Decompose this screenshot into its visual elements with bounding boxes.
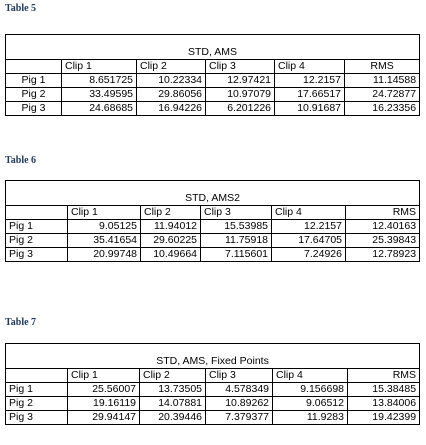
cell: 12.2157 — [271, 219, 346, 234]
row-label: Pig 2 — [5, 87, 62, 102]
cell: 19.16119 — [67, 396, 140, 411]
cell: 9.06512 — [272, 396, 348, 411]
cell: 11.9283 — [272, 410, 348, 425]
cell: 15.53985 — [200, 219, 272, 234]
cell: 25.56007 — [67, 382, 140, 397]
cell: 10.91687 — [274, 101, 345, 116]
table-5-caption: Table 5 — [5, 3, 37, 14]
table-5-title-row: STD, AMS — [4, 46, 421, 60]
cell: 9.05125 — [67, 219, 141, 234]
cell: 17.66517 — [274, 87, 345, 102]
table-row: Pig 2 35.41654 29.60225 11.75918 17.6470… — [5, 233, 421, 248]
cell: 24.68685 — [61, 101, 137, 116]
table-row: Pig 3 24.68685 16.94226 6.201226 10.9168… — [5, 101, 421, 116]
cell: 9.156698 — [272, 382, 348, 397]
column-header: Clip 4 — [271, 205, 346, 220]
table-6-caption: Table 6 — [5, 155, 37, 166]
column-header: Clip 1 — [67, 205, 141, 220]
cell: 10.97079 — [205, 87, 275, 102]
row-label: Pig 1 — [5, 219, 68, 234]
table-7: STD, AMS, Fixed Points Clip 1 Clip 2 Cli… — [4, 343, 421, 425]
column-header: RMS — [344, 205, 421, 220]
cell: 12.78923 — [344, 247, 421, 262]
column-header: Clip 4 — [274, 59, 345, 74]
row-label: Pig 1 — [5, 73, 62, 88]
row-label: Pig 1 — [5, 382, 68, 397]
table-row: Pig 3 20.99748 10.49664 7.115601 7.24926… — [5, 247, 421, 262]
row-label: Pig 3 — [5, 247, 68, 262]
cell: 12.97421 — [205, 73, 275, 88]
cell: 13.84006 — [346, 396, 421, 411]
cell: 11.94012 — [140, 219, 201, 234]
cell: 10.22334 — [136, 73, 206, 88]
cell: 8.651725 — [61, 73, 137, 88]
table-7-header-row: Clip 1 Clip 2 Clip 3 Clip 4 RMS — [5, 368, 421, 383]
table-6-header-row: Clip 1 Clip 2 Clip 3 Clip 4 RMS — [5, 205, 421, 220]
cell: 24.72877 — [343, 87, 421, 102]
table-5-title: STD, AMS — [4, 46, 421, 60]
table-7-title: STD, AMS, Fixed Points — [4, 355, 421, 369]
table-5-blank-row — [4, 34, 421, 46]
cell: 16.94226 — [136, 101, 206, 116]
column-header: Clip 1 — [67, 368, 140, 383]
table-row: Pig 1 9.05125 11.94012 15.53985 12.2157 … — [5, 219, 421, 234]
column-header: RMS — [346, 368, 421, 383]
column-header: Clip 3 — [205, 59, 275, 74]
table-5-header-row: Clip 1 Clip 2 Clip 3 Clip 4 RMS — [5, 59, 421, 74]
row-label: Pig 2 — [5, 396, 68, 411]
column-header: Clip 4 — [272, 368, 348, 383]
cell: 12.2157 — [274, 73, 345, 88]
cell: 11.14588 — [343, 73, 421, 88]
table-6-blank-row — [4, 180, 421, 192]
table-row: Pig 1 25.56007 13.73505 4.578349 9.15669… — [5, 382, 421, 397]
cell: 13.73505 — [139, 382, 206, 397]
cell: 14.07881 — [139, 396, 206, 411]
cell: 6.201226 — [205, 101, 275, 116]
cell: 12.40163 — [344, 219, 421, 234]
column-header: Clip 3 — [200, 205, 272, 220]
column-header: RMS — [343, 59, 421, 74]
cell: 11.75918 — [200, 233, 272, 248]
table-row: Pig 3 29.94147 20.39446 7.379377 11.9283… — [5, 410, 421, 425]
row-label: Pig 2 — [5, 233, 68, 248]
cell: 25.39843 — [344, 233, 421, 248]
column-header: Clip 2 — [140, 205, 201, 220]
cell: 19.42399 — [346, 410, 421, 425]
table-7-blank-row — [4, 343, 421, 355]
cell: 10.89262 — [205, 396, 273, 411]
cell: 29.86056 — [136, 87, 206, 102]
cell: 15.38485 — [346, 382, 421, 397]
table-row: Pig 2 33.49595 29.86056 10.97079 17.6651… — [5, 87, 421, 102]
column-header: Clip 3 — [205, 368, 273, 383]
table-6-title: STD, AMS2 — [4, 192, 421, 206]
table-7-title-row: STD, AMS, Fixed Points — [4, 355, 421, 369]
cell: 16.23356 — [343, 101, 421, 116]
row-label: Pig 3 — [5, 410, 68, 425]
column-header: Clip 2 — [139, 368, 206, 383]
cell: 29.94147 — [67, 410, 140, 425]
table-6-title-row: STD, AMS2 — [4, 192, 421, 206]
table-7-caption: Table 7 — [5, 317, 37, 328]
cell: 7.379377 — [205, 410, 273, 425]
cell: 29.60225 — [140, 233, 201, 248]
table-row: Pig 1 8.651725 10.22334 12.97421 12.2157… — [5, 73, 421, 88]
cell: 4.578349 — [205, 382, 273, 397]
cell: 35.41654 — [67, 233, 141, 248]
row-label: Pig 3 — [5, 101, 62, 116]
cell: 20.39446 — [139, 410, 206, 425]
cell: 33.49595 — [61, 87, 137, 102]
cell: 20.99748 — [67, 247, 141, 262]
cell: 10.49664 — [140, 247, 201, 262]
cell: 7.115601 — [200, 247, 272, 262]
table-row: Pig 2 19.16119 14.07881 10.89262 9.06512… — [5, 396, 421, 411]
cell: 7.24926 — [271, 247, 346, 262]
table-5: STD, AMS Clip 1 Clip 2 Clip 3 Clip 4 RMS… — [4, 34, 421, 116]
table-6: STD, AMS2 Clip 1 Clip 2 Clip 3 Clip 4 RM… — [4, 180, 421, 262]
column-header: Clip 1 — [61, 59, 137, 74]
cell: 17.64705 — [271, 233, 346, 248]
column-header: Clip 2 — [136, 59, 206, 74]
